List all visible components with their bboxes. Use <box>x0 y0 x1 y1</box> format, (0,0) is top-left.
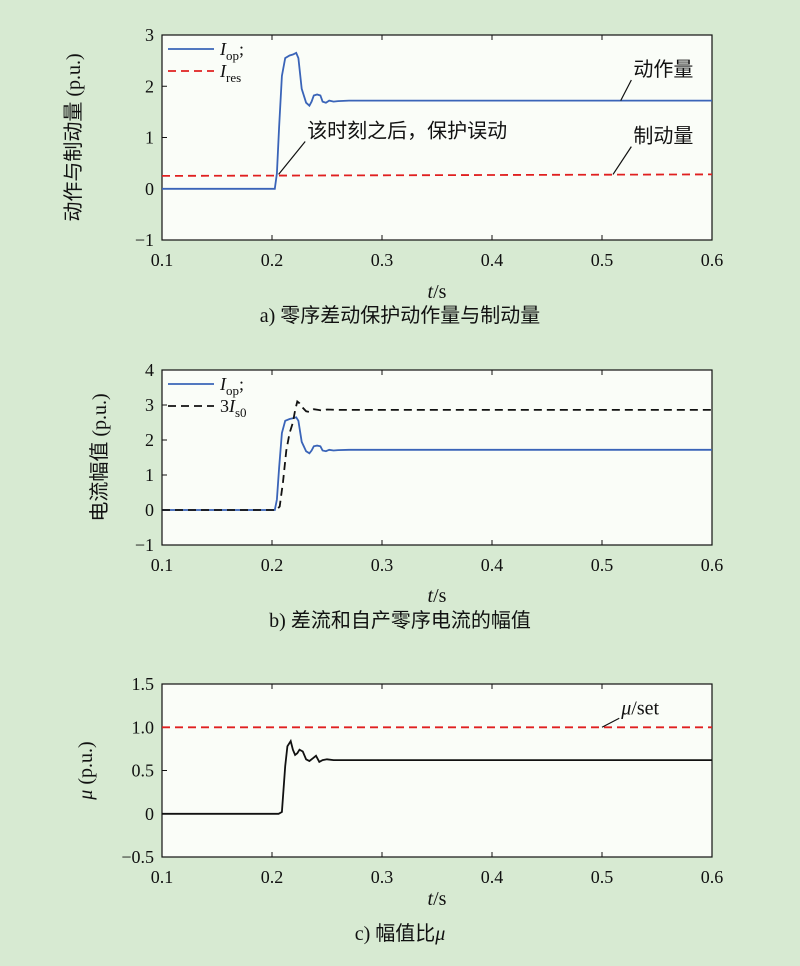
y-tick-label: 2 <box>145 76 154 96</box>
x-tick-label: 0.3 <box>371 555 394 575</box>
chart-c: 0.1 0.2 0.3 0.4 0.5 0.6 −0.5 0 0.5 1.0 1.5 t/s μ (p.… <box>75 674 723 945</box>
chart-caption: c) 幅值比μ <box>355 922 446 945</box>
legend-label: 3Is0 <box>220 396 247 420</box>
chart-caption: b) 差流和自产零序电流的幅值 <box>269 609 531 632</box>
y-axis-label: μ (p.u.) <box>75 741 97 800</box>
annotation-label: 动作量 <box>633 58 693 81</box>
y-tick-label: 0 <box>145 500 154 520</box>
x-axis-label: t/s <box>428 281 447 303</box>
x-tick-label: 0.6 <box>701 250 724 270</box>
x-tick-label: 0.1 <box>151 250 174 270</box>
y-tick-label: 1 <box>145 465 154 485</box>
y-tick-label: −1 <box>135 535 154 555</box>
x-tick-label: 0.5 <box>591 867 614 887</box>
y-axis-label: 动作与制动量 (p.u.) <box>62 53 85 221</box>
chart-b: 0.1 0.2 0.3 0.4 0.5 0.6 −1 0 1 2 3 4 t/s 电流幅值 (p.u.) b… <box>88 360 723 632</box>
y-tick-label: 4 <box>145 360 154 380</box>
y-tick-label: −1 <box>135 230 154 250</box>
x-tick-label: 0.5 <box>591 555 614 575</box>
x-axis-label: t/s <box>428 585 447 607</box>
legend-label: Ires <box>219 61 241 85</box>
plot-area <box>161 34 713 241</box>
x-tick-label: 0.2 <box>261 250 284 270</box>
legend: Iop;Ires <box>168 39 244 85</box>
annotation-leader <box>612 146 632 175</box>
chart-a: 0.1 0.2 0.3 0.4 0.5 0.6 −1 0 1 2 3 t/s 动作与制动量 (p.u.)… <box>62 25 723 327</box>
x-tick-label: 0.6 <box>701 555 724 575</box>
x-tick-label: 0.2 <box>261 867 284 887</box>
y-tick-label: −0.5 <box>121 847 154 867</box>
annotation-label: 制动量 <box>633 125 693 148</box>
x-tick-label: 0.4 <box>481 250 504 270</box>
series-line-Ires <box>162 173 712 177</box>
legend-label: Iop; <box>219 39 244 63</box>
x-tick-label: 0.1 <box>151 867 174 887</box>
y-tick-label: 3 <box>145 25 154 45</box>
y-tick-label: 1.5 <box>132 674 155 694</box>
plot-area <box>161 683 713 858</box>
plot-area <box>161 369 713 546</box>
x-tick-label: 0.4 <box>481 555 504 575</box>
x-tick-label: 0.3 <box>371 250 394 270</box>
annotation-leader <box>278 141 306 175</box>
legend: Iop;3Is0 <box>168 374 247 420</box>
annotation-leader <box>620 79 632 101</box>
x-tick-label: 0.6 <box>701 867 724 887</box>
series-line-3Is0 <box>162 399 712 511</box>
series-line-Iop <box>162 416 712 511</box>
chart-caption: a) 零序差动保护动作量与制动量 <box>260 304 541 327</box>
x-tick-label: 0.4 <box>481 867 504 887</box>
y-tick-label: 0 <box>145 179 154 199</box>
x-tick-label: 0.2 <box>261 555 284 575</box>
series-line-Iop <box>162 51 712 190</box>
annotation-label: 该时刻之后，保护误动 <box>307 120 507 143</box>
y-tick-label: 0 <box>145 804 154 824</box>
x-axis-label: t/s <box>428 888 447 910</box>
y-tick-label: 3 <box>145 395 154 415</box>
y-axis-label: 电流幅值 (p.u.) <box>88 393 111 521</box>
x-tick-label: 0.1 <box>151 555 174 575</box>
annotation-label: μ/set <box>620 697 659 719</box>
y-tick-label: 1 <box>145 128 154 148</box>
y-tick-label: 2 <box>145 430 154 450</box>
x-tick-label: 0.5 <box>591 250 614 270</box>
series-line-μ <box>162 738 712 815</box>
x-tick-label: 0.3 <box>371 867 394 887</box>
y-tick-label: 0.5 <box>132 761 155 781</box>
annotation-leader <box>601 717 620 728</box>
legend-label: Iop; <box>219 374 244 398</box>
y-tick-label: 1.0 <box>132 717 155 737</box>
